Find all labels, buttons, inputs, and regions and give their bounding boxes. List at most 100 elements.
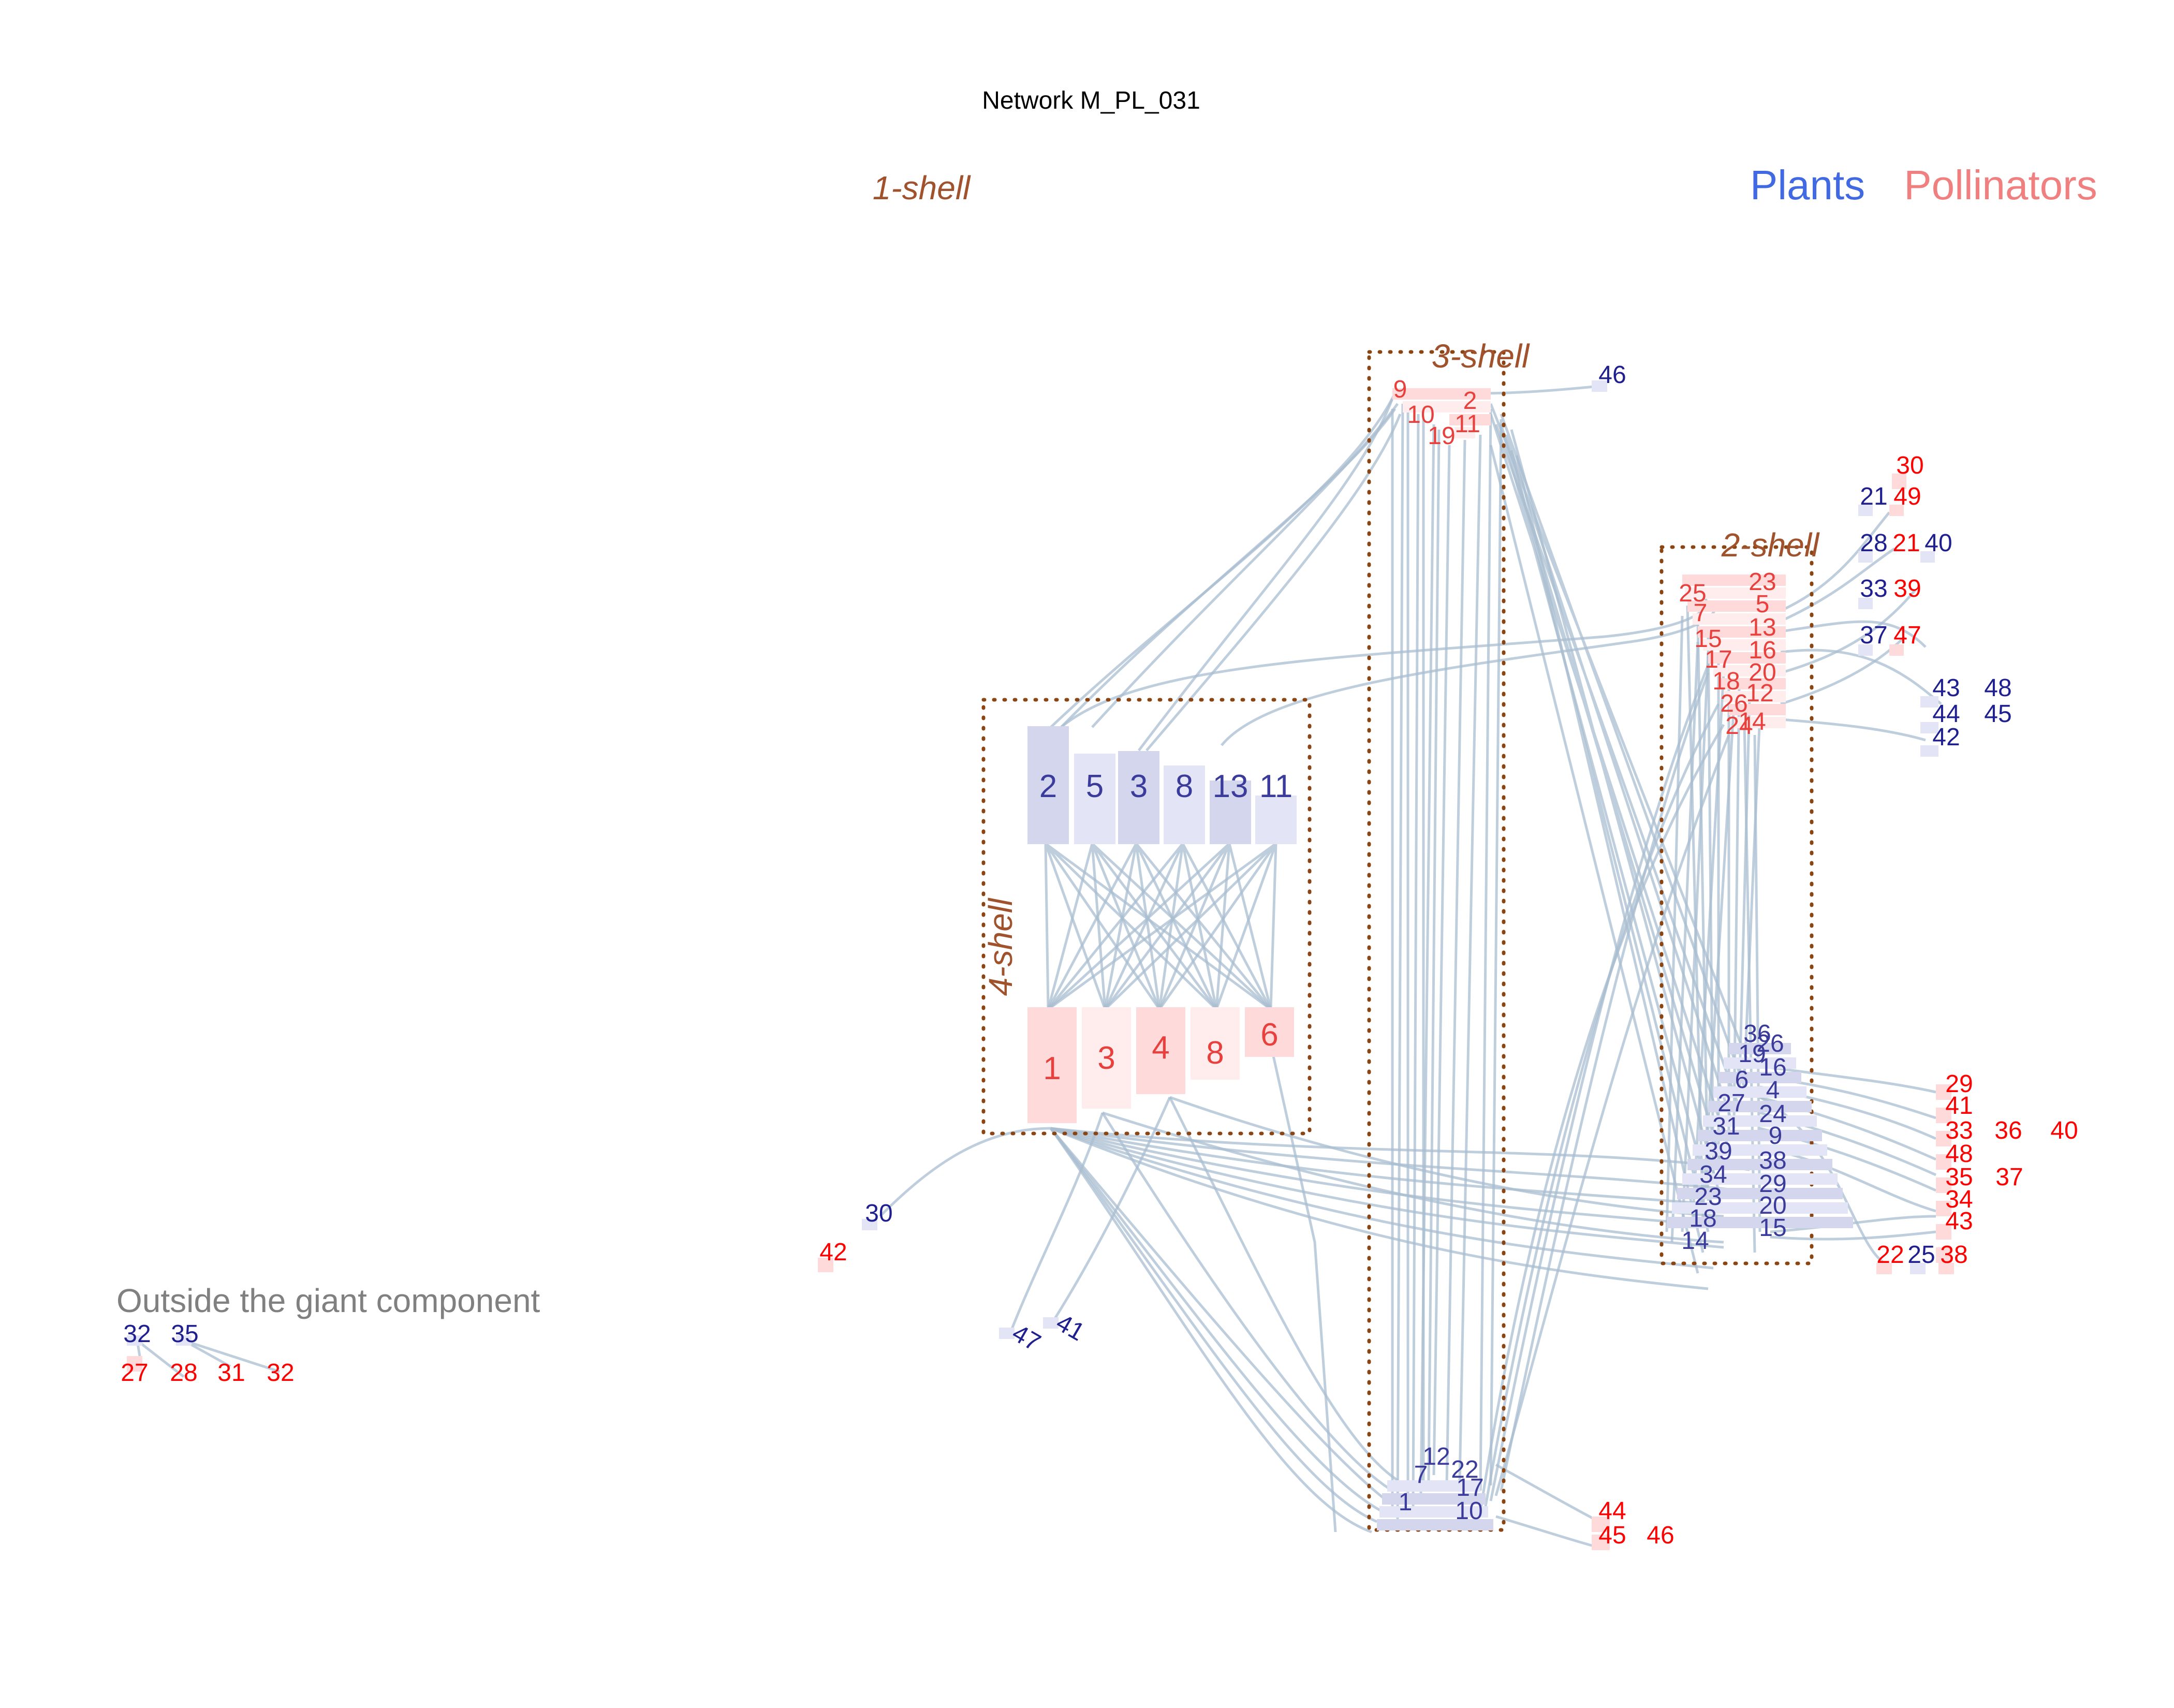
pollinator-node-label: 40 xyxy=(2050,1117,2078,1144)
plant-node-box xyxy=(1724,1057,1796,1069)
pollinator-node-box xyxy=(1693,613,1786,625)
plant-node-label: 8 xyxy=(1176,769,1193,804)
plant-node-label: 5 xyxy=(1086,769,1104,804)
plant-node-label: 27 xyxy=(1717,1089,1745,1117)
plant-node-label: 19 xyxy=(1738,1040,1766,1068)
pollinator-node-box xyxy=(1687,600,1786,612)
pollinator-node-label: 46 xyxy=(1647,1522,1674,1549)
plant-node-label: 9 xyxy=(1769,1122,1783,1150)
pollinator-node-label: 42 xyxy=(819,1239,847,1266)
pollinator-node-box xyxy=(1718,678,1786,689)
plant-node-box xyxy=(1118,751,1159,844)
plant-node-label: 44 xyxy=(1932,700,1960,728)
pollinator-node-box xyxy=(1403,401,1491,413)
plant-node-box xyxy=(1858,598,1873,609)
plant-node-label: 33 xyxy=(1860,575,1887,602)
plant-node-label: 45 xyxy=(1984,700,2011,728)
plant-node-box xyxy=(1858,505,1873,516)
plant-node-label: 40 xyxy=(1925,529,1952,557)
shell-label-3: 3-shell xyxy=(1432,337,1530,375)
pollinator-node-box xyxy=(1245,1007,1294,1057)
pollinator-node-box xyxy=(1936,1201,1951,1216)
plant-node-label: 4 xyxy=(1766,1077,1780,1104)
plant-node-label: 48 xyxy=(1984,674,2011,702)
pollinator-node-box xyxy=(127,1356,142,1372)
plant-node-label: 43 xyxy=(1932,674,1960,702)
plant-node-label: 39 xyxy=(1705,1138,1732,1165)
pollinator-node-label: 48 xyxy=(1945,1140,1973,1168)
pollinator-node-label: 35 xyxy=(1945,1164,1973,1191)
pollinator-node-label: 45 xyxy=(1598,1522,1626,1549)
pollinator-node-box xyxy=(1938,1263,1954,1274)
plant-node-box xyxy=(1043,1317,1059,1329)
pollinator-node-label: 31 xyxy=(217,1359,245,1387)
pollinator-node-box xyxy=(1698,626,1786,638)
pollinator-node-label: 11 xyxy=(1455,410,1480,438)
pollinator-node-label: 36 xyxy=(1994,1117,2022,1144)
plant-node-box xyxy=(1687,1159,1832,1170)
pollinator-node-label: 3 xyxy=(1097,1040,1115,1076)
plant-node-label: 1 xyxy=(1399,1489,1413,1516)
pollinator-node-box xyxy=(1703,639,1786,651)
plant-node-label: 29 xyxy=(1759,1170,1786,1198)
plant-node-box xyxy=(1920,696,1938,708)
plant-node-label: 35 xyxy=(171,1320,198,1348)
pollinator-node-label: 14 xyxy=(1738,708,1766,735)
pollinator-node-box xyxy=(1713,665,1786,676)
shell-label-1: 1-shell xyxy=(873,169,971,207)
plant-node-box xyxy=(1255,796,1297,844)
outside-component-label: Outside the giant component xyxy=(116,1282,540,1319)
pollinator-node-box xyxy=(1592,1516,1610,1532)
plant-node-label: 3 xyxy=(1130,769,1148,804)
interaction-links xyxy=(136,384,1942,1549)
pollinator-node-label: 37 xyxy=(1995,1164,2023,1191)
plant-node-label: 11 xyxy=(1259,769,1292,804)
pollinator-node-box xyxy=(1729,704,1786,715)
pollinator-node-box xyxy=(1082,1007,1131,1109)
plant-node-box xyxy=(1379,1506,1488,1518)
pollinator-node-label: 34 xyxy=(1945,1186,1973,1213)
pollinator-node-box xyxy=(1449,414,1491,425)
pollinator-node-label: 33 xyxy=(1945,1117,1973,1144)
pollinator-node-box xyxy=(1724,691,1786,702)
plant-node-label: 7 xyxy=(1414,1461,1428,1489)
shell-box-2 xyxy=(1659,545,1814,1265)
plant-node-label: 14 xyxy=(1681,1227,1709,1255)
pollinator-node-label: 20 xyxy=(1749,659,1776,686)
pollinator-node-label: 29 xyxy=(1945,1070,1973,1098)
plant-node-box xyxy=(1910,1263,1926,1274)
plant-node-box xyxy=(999,1328,1015,1339)
pollinator-node-label: 21 xyxy=(1892,529,1920,557)
plant-node-box xyxy=(1682,1173,1838,1185)
pollinator-node-label: 39 xyxy=(1893,575,1921,602)
pollinator-node-label: 5 xyxy=(1756,591,1770,618)
plant-node-box xyxy=(1729,1043,1791,1054)
plant-node-box xyxy=(176,1335,192,1346)
pollinator-node-box xyxy=(1455,427,1475,438)
pollinator-node-box xyxy=(1392,388,1491,400)
pollinator-node-box xyxy=(1027,1007,1077,1123)
plant-node-box xyxy=(862,1219,877,1230)
plant-node-label: 42 xyxy=(1932,724,1960,751)
plant-node-box xyxy=(1858,644,1873,656)
node-fills xyxy=(127,380,1954,1550)
shell-box-3 xyxy=(1367,350,1506,1532)
pollinator-node-box xyxy=(1876,1263,1892,1274)
plant-node-box xyxy=(1920,551,1935,563)
plant-node-box xyxy=(1920,745,1938,757)
pollinator-node-label: 27 xyxy=(121,1359,148,1387)
plant-node-label: 21 xyxy=(1860,483,1887,510)
pollinator-node-label: 16 xyxy=(1749,637,1776,664)
plant-node-box xyxy=(1074,754,1115,844)
shell-label-2: 2-shell xyxy=(1721,526,1820,564)
plant-node-box xyxy=(127,1335,142,1346)
plant-node-box xyxy=(1027,726,1069,844)
pollinator-node-label: 26 xyxy=(1720,690,1747,717)
shell-box-4 xyxy=(981,698,1312,1136)
pollinator-node-label: 41 xyxy=(1945,1092,1973,1120)
pollinator-node-label: 13 xyxy=(1749,614,1776,641)
plant-node-label: 10 xyxy=(1455,1497,1482,1525)
plant-node-box xyxy=(1377,1519,1493,1530)
pollinator-node-label: 10 xyxy=(1407,401,1434,429)
pollinator-node-label: 6 xyxy=(1260,1017,1278,1053)
